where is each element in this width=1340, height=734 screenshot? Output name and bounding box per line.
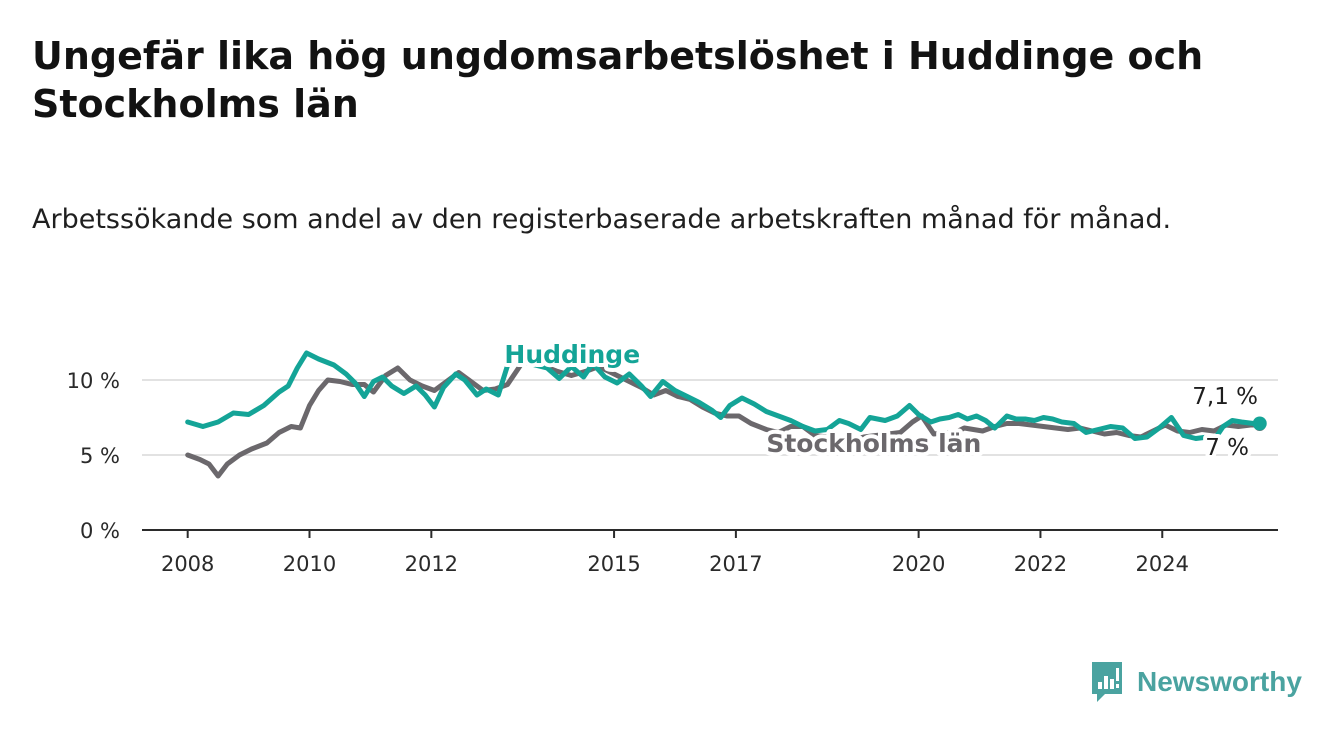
brand-name: Newsworthy	[1137, 666, 1302, 697]
y-tick-label: 5 %	[80, 444, 120, 468]
x-tick-label: 2012	[405, 552, 458, 576]
chart-subtitle: Arbetssökande som andel av den registerb…	[32, 204, 1172, 235]
stockholm-series-label: Stockholms län	[766, 429, 981, 458]
line-chart: 0 % 5 % 10 % 2008 2010 2012 2015 2017 2020 2022 20…	[67, 336, 1278, 576]
x-tick-label: 2015	[587, 552, 640, 576]
newsworthy-logo-icon	[1092, 662, 1122, 702]
chart-title: Ungefär lika hög ungdomsarbetslöshet i H…	[32, 34, 1204, 126]
x-tick-label: 2020	[892, 552, 945, 576]
x-tick-label: 2017	[709, 552, 762, 576]
y-tick-label: 10 %	[67, 369, 120, 393]
huddinge-line	[185, 350, 1263, 443]
stockholm-end-label: 7 %	[1205, 435, 1249, 461]
x-tick-label: 2024	[1136, 552, 1189, 576]
huddinge-series-label: Huddinge	[504, 340, 640, 369]
x-tick-label: 2022	[1014, 552, 1067, 576]
x-tick-label: 2010	[283, 552, 336, 576]
y-tick-label: 0 %	[80, 519, 120, 543]
huddinge-end-label: 7,1 %	[1192, 384, 1258, 410]
brand: Newsworthy	[1089, 660, 1302, 704]
huddinge-end-point	[1252, 416, 1267, 431]
x-tick-label: 2008	[161, 552, 214, 576]
